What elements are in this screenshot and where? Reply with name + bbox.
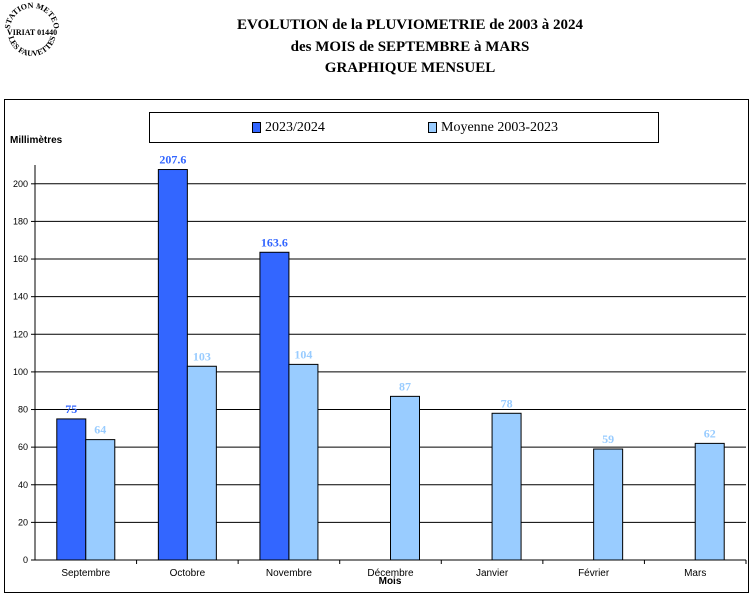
data-label: 64	[94, 423, 106, 437]
data-label: 163.6	[261, 235, 288, 249]
bar-moyenne	[288, 363, 319, 561]
y-tick-label: 180	[13, 216, 28, 226]
data-label: 104	[294, 347, 312, 361]
bar-moyenne	[694, 442, 725, 561]
data-label: 78	[501, 396, 513, 410]
bar-2023-2024	[56, 418, 87, 561]
y-tick-label: 40	[18, 480, 28, 490]
x-tick-label: Novembre	[266, 568, 313, 579]
y-tick-label: 140	[13, 292, 28, 302]
bar-moyenne	[390, 395, 420, 561]
station-logo: STATION METEO VIRIAT 01440 LES FAUVETTES	[3, 1, 61, 58]
logo-center-text: VIRIAT 01440	[7, 28, 57, 37]
y-tick-label: 0	[23, 555, 28, 565]
data-label: 87	[399, 379, 411, 393]
bar-2023-2024	[259, 251, 290, 561]
data-label: 207.6	[159, 153, 186, 167]
chart-frame	[4, 99, 749, 593]
y-tick-label: 20	[18, 517, 28, 527]
bar-moyenne	[85, 439, 116, 561]
chart-legend: 2023/2024 Moyenne 2003-2023	[149, 112, 659, 143]
bar-moyenne	[491, 412, 522, 561]
legend-label-series1: 2023/2024	[265, 120, 325, 135]
y-tick-label: 120	[13, 329, 28, 339]
y-tick-label: 160	[13, 254, 28, 264]
y-axis-label: Millimètres	[10, 135, 63, 146]
bar-moyenne	[593, 448, 624, 561]
y-tick-label: 200	[13, 179, 28, 189]
x-tick-label: Septembre	[61, 568, 110, 579]
bar-2023-2024	[157, 169, 188, 561]
chart-title-line3: GRAPHIQUE MENSUEL	[324, 60, 496, 76]
y-tick-label: 100	[13, 367, 28, 377]
data-label: 62	[704, 426, 716, 440]
x-tick-label: Janvier	[476, 568, 509, 579]
data-label: 59	[602, 432, 614, 446]
chart-title-line2: des MOIS de SEPTEMBRE à MARS	[290, 39, 530, 55]
x-tick-label: Février	[578, 568, 610, 579]
x-tick-label: Mars	[684, 568, 706, 579]
x-tick-label: Décembre	[367, 568, 414, 579]
legend-swatch-series1	[252, 122, 261, 133]
data-label: 75	[65, 402, 77, 416]
legend-swatch-series2	[428, 122, 437, 133]
chart-title-line1: EVOLUTION de la PLUVIOMETRIE de 2003 à 2…	[237, 17, 583, 33]
y-tick-label: 60	[18, 442, 28, 452]
x-axis-label: Mois	[379, 576, 402, 587]
y-tick-label: 80	[18, 405, 28, 415]
data-label: 103	[193, 349, 211, 363]
x-tick-label: Octobre	[170, 568, 206, 579]
bar-moyenne	[186, 365, 217, 561]
legend-label-series2: Moyenne 2003-2023	[441, 120, 559, 135]
